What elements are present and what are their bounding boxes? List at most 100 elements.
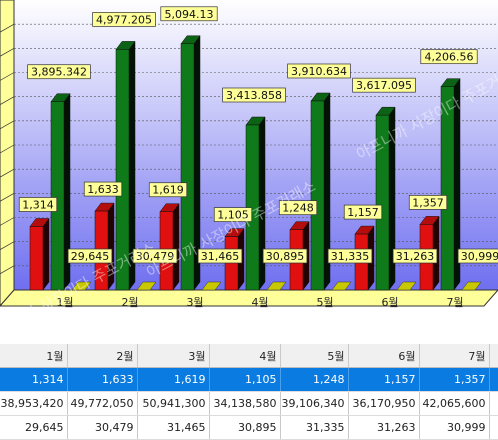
- bar-s0: [159, 202, 180, 291]
- data-label-s2-box: [262, 248, 308, 264]
- bar-flat-plate-top: [201, 281, 222, 291]
- category-labels: 1월 2월 3월 4월 5월 6월 7월: [56, 296, 463, 309]
- data-labels: 1,314 3,895.342 29,645 1,633 4,977.205 30,479…: [18, 6, 498, 264]
- header-cell[interactable]: 2월: [67, 344, 138, 368]
- data-label-s1: 5,094.13: [160, 6, 218, 22]
- table-cell[interactable]: 38,953,420: [0, 391, 68, 416]
- table-cell[interactable]: 1,619: [137, 367, 210, 392]
- table-cell[interactable]: [489, 367, 498, 392]
- bar-s1: [375, 106, 396, 291]
- data-label-s2: 31,465: [197, 248, 243, 264]
- separator: [0, 320, 498, 344]
- left-wall: [0, 0, 15, 307]
- data-label-s0-box: [278, 200, 318, 216]
- y-tick: [0, 265, 15, 275]
- data-label-s2-box: [457, 248, 498, 264]
- category-label: 6월: [381, 296, 398, 309]
- table-cell[interactable]: 1,105: [209, 367, 281, 392]
- table-cell[interactable]: 42,065,600: [419, 391, 490, 416]
- bar-s1-front: [375, 114, 390, 291]
- data-label-s2: 30,895: [262, 248, 308, 264]
- y-tick: [0, 120, 15, 130]
- bar-flat-plate: [331, 281, 352, 291]
- data-label-s1-box: [287, 63, 351, 79]
- table-row[interactable]: 29,645 30,479 31,465 30,895 31,335 31,26…: [0, 415, 498, 440]
- table-cell[interactable]: 1,157: [348, 367, 420, 392]
- table-cell[interactable]: 1,357: [419, 367, 490, 392]
- bar-flat-plate: [201, 281, 222, 291]
- category-label: 3월: [186, 296, 203, 309]
- data-table: 1월 2월 3월 4월 5월 6월 7월 1,314 1,633 1,619 1…: [0, 344, 498, 440]
- data-label-s1-box: [420, 49, 478, 65]
- header-cell[interactable]: 7월: [419, 344, 490, 368]
- table-cell[interactable]: 1,314: [0, 367, 68, 392]
- table-cell[interactable]: 30,999: [419, 415, 490, 440]
- header-cell[interactable]: 4월: [209, 344, 281, 368]
- data-label-s2-text: 31,465: [201, 250, 240, 263]
- table-row[interactable]: 38,953,420 49,772,050 50,941,300 34,138,…: [0, 391, 498, 416]
- data-label-s0-text: 1,248: [282, 202, 314, 215]
- table-cell[interactable]: 36,170,950: [348, 391, 420, 416]
- data-label-s0: 1,157: [343, 204, 383, 220]
- category-label: 4월: [251, 296, 268, 309]
- data-label-s2-text: 30,999: [461, 250, 498, 263]
- category-label: 1월: [56, 296, 73, 309]
- y-tick: [0, 144, 15, 154]
- data-label-s2-box: [197, 248, 243, 264]
- table-cell[interactable]: 34,138,580: [209, 391, 281, 416]
- header-cell[interactable]: 6월: [348, 344, 420, 368]
- data-label-s1: 3,413.858: [222, 87, 286, 103]
- bar-flat-plate: [136, 281, 157, 291]
- header-cell[interactable]: 3월: [137, 344, 210, 368]
- bar-s1: [440, 77, 461, 291]
- bar-flat-plate-top: [136, 281, 157, 291]
- table-cell[interactable]: 50,941,300: [137, 391, 210, 416]
- data-label-s1-box: [160, 6, 218, 22]
- data-label-s1-text: 3,617.095: [356, 79, 412, 92]
- table-cell[interactable]: 31,263: [348, 415, 420, 440]
- data-label-s1-box: [222, 87, 286, 103]
- data-label-s0-box: [18, 197, 58, 212]
- table-row-selected[interactable]: 1,314 1,633 1,619 1,105 1,248 1,157 1,35…: [0, 367, 498, 392]
- table-header-row: 1월 2월 3월 4월 5월 6월 7월: [0, 344, 498, 368]
- data-label-s1-box: [92, 12, 156, 27]
- table-cell[interactable]: 29,645: [0, 415, 68, 440]
- bar-s1: [50, 92, 71, 291]
- data-label-s0-text: 1,105: [217, 209, 249, 222]
- data-label-s0-box: [343, 204, 383, 220]
- bar-s1-front: [50, 101, 65, 291]
- data-label-s1: 3,617.095: [352, 77, 416, 93]
- data-label-s1: 3,895.342: [27, 64, 91, 80]
- table-cell[interactable]: 31,335: [280, 415, 349, 440]
- bar-s1: [245, 116, 266, 291]
- data-label-s0-text: 1,633: [87, 183, 119, 196]
- data-label-s1: 4,977.205: [92, 12, 156, 27]
- bar-flat-plate-top: [331, 281, 352, 291]
- header-cell[interactable]: 5월: [280, 344, 349, 368]
- data-label-s2-text: 31,263: [396, 250, 435, 263]
- table-cell[interactable]: [489, 391, 498, 416]
- y-tick: [0, 168, 15, 178]
- data-label-s2-text: 30,895: [266, 250, 305, 263]
- bar-flat-plate: [71, 281, 92, 291]
- data-label-s2: 31,335: [327, 248, 373, 264]
- y-tick: [0, 72, 15, 81]
- table-cell[interactable]: 39,106,340: [280, 391, 349, 416]
- header-cell[interactable]: 1월: [0, 344, 68, 368]
- data-label-s1-box: [352, 77, 416, 93]
- bar-chart: 1월 2월 3월 4월 5월 6월 7월 1,314 3,895.342 29,645 1,633…: [0, 0, 498, 309]
- table-cell[interactable]: [489, 415, 498, 440]
- table-cell[interactable]: 1,633: [67, 367, 138, 392]
- table-cell[interactable]: 49,772,050: [67, 391, 138, 416]
- table-cell[interactable]: 1,248: [280, 367, 349, 392]
- table-cell[interactable]: 31,465: [137, 415, 210, 440]
- data-label-s0: 1,619: [148, 182, 188, 198]
- y-axis-ticks: [0, 23, 15, 275]
- table-cell[interactable]: 30,895: [209, 415, 281, 440]
- data-label-s2-box: [327, 248, 373, 264]
- data-label-s0-text: 1,314: [22, 198, 54, 211]
- data-label-s0: 1,633: [83, 181, 123, 197]
- data-label-s1-text: 3,413.858: [226, 89, 282, 102]
- data-label-s0-box: [148, 182, 188, 198]
- table-cell[interactable]: 30,479: [67, 415, 138, 440]
